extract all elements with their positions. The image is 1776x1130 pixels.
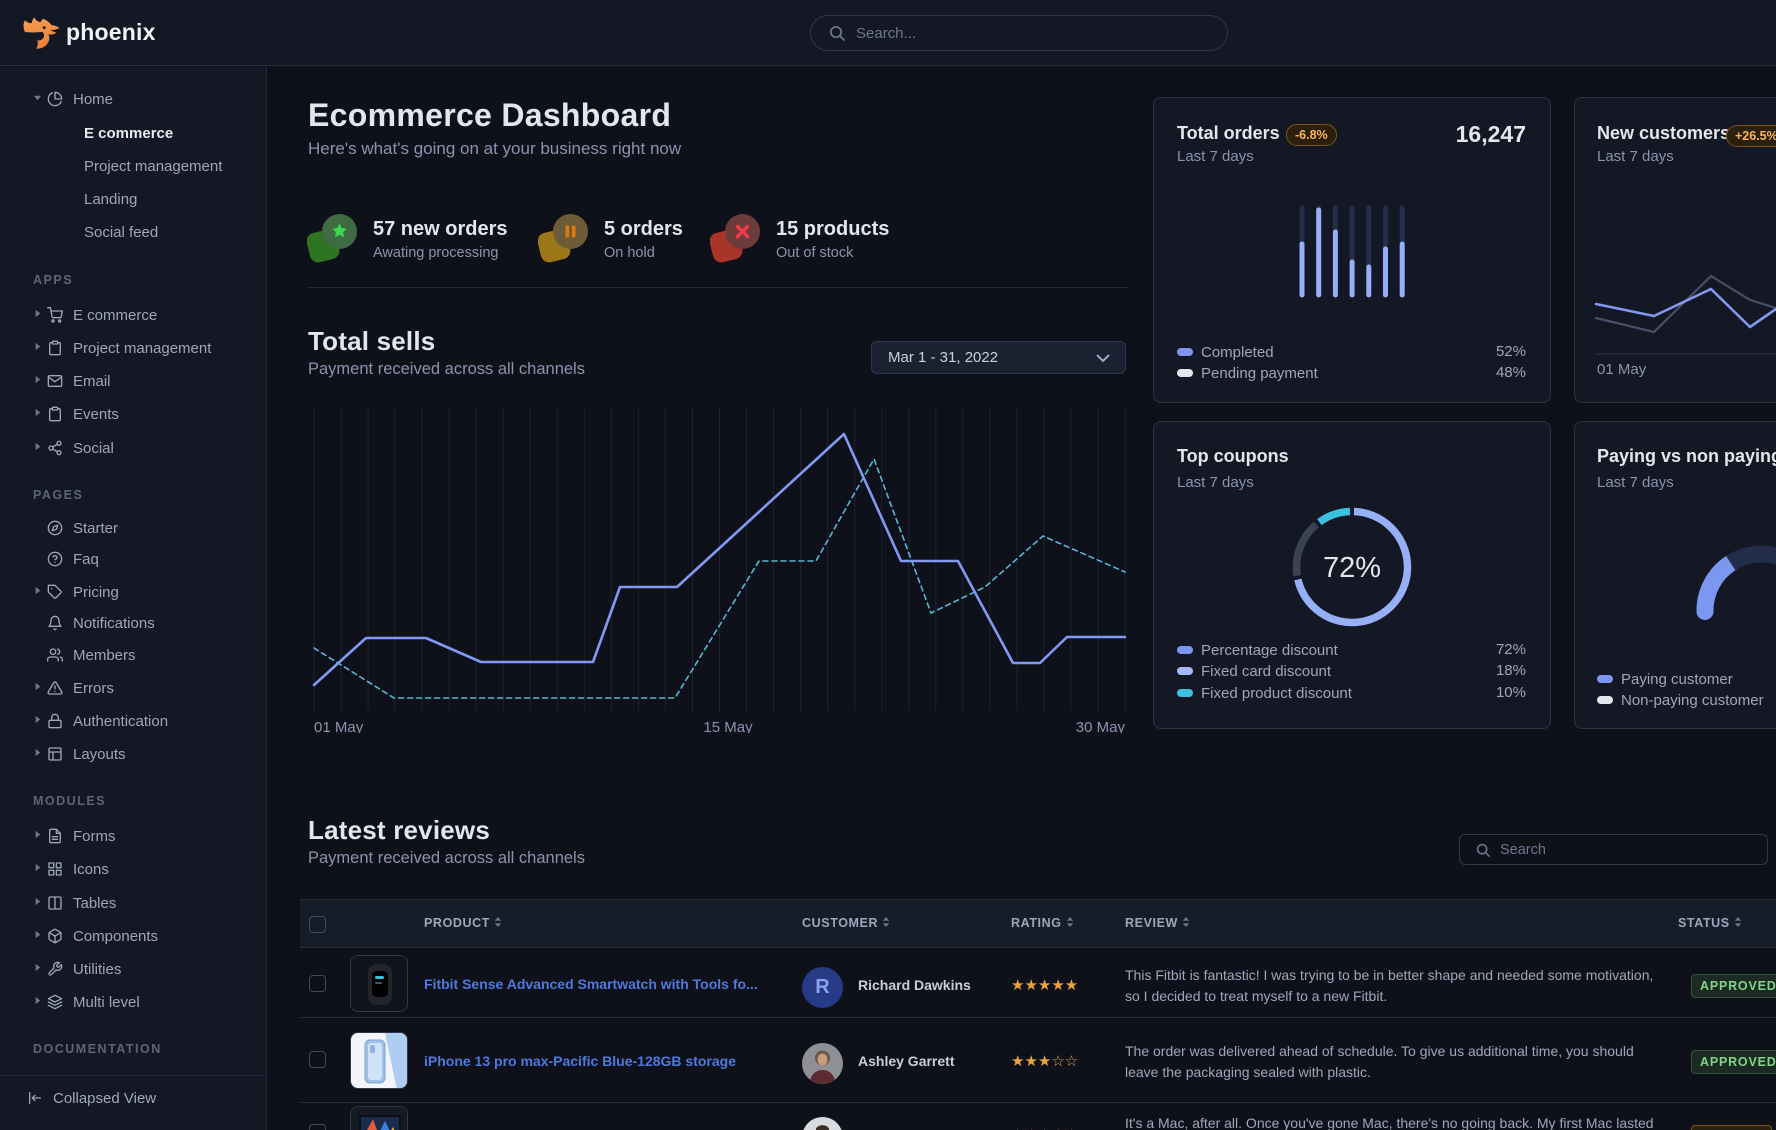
svg-text:30 May: 30 May — [1076, 719, 1126, 733]
svg-text:15 May: 15 May — [703, 719, 753, 733]
svg-text:01 May: 01 May — [314, 719, 364, 733]
